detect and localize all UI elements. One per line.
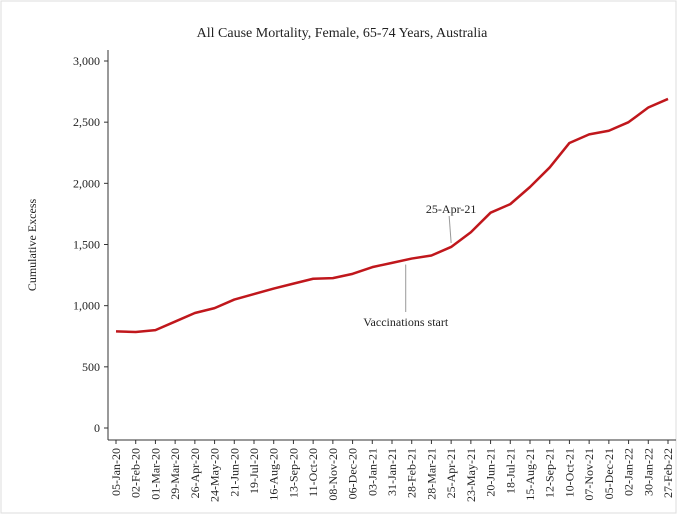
x-tick-label: 10-Oct-21 xyxy=(562,448,576,497)
x-tick-label: 30-Jan-22 xyxy=(641,448,655,496)
x-tick-label: 29-Mar-20 xyxy=(168,448,182,500)
x-tick-label: 15-Aug-21 xyxy=(523,448,537,501)
chart-title: All Cause Mortality, Female, 65-74 Years… xyxy=(197,26,489,41)
x-tick-label: 24-May-20 xyxy=(208,448,222,502)
y-tick-label: 1,500 xyxy=(73,238,100,252)
data-line xyxy=(115,97,669,334)
x-tick-label: 20-Jun-21 xyxy=(484,448,498,497)
annotation-line xyxy=(448,215,452,243)
y-axis-label: Cumulative Excess xyxy=(25,199,39,292)
x-tick-label: 02-Jan-22 xyxy=(622,448,636,496)
x-tick-label: 25-Apr-21 xyxy=(444,448,458,498)
annotation: 25-Apr-21 xyxy=(426,202,476,216)
y-tick-label: 0 xyxy=(94,421,100,435)
x-tick-label: 05-Jan-20 xyxy=(109,448,123,496)
x-tick-label: 05-Dec-21 xyxy=(602,448,616,499)
x-tick-label: 21-Jun-20 xyxy=(227,448,241,497)
x-tick-label: 08-Nov-20 xyxy=(326,448,340,501)
x-tick-label: 02-Feb-20 xyxy=(129,448,143,498)
y-tick-label: 3,000 xyxy=(73,54,100,68)
x-tick-label: 27-Feb-22 xyxy=(661,448,675,498)
y-tick-label: 500 xyxy=(82,360,100,374)
x-tick-label: 23-May-21 xyxy=(464,448,478,502)
x-tick-label: 12-Sep-21 xyxy=(543,448,557,498)
x-tick-label: 03-Jan-21 xyxy=(365,448,379,496)
annotation: Vaccinations start xyxy=(363,315,449,329)
x-tick-label: 16-Aug-20 xyxy=(267,448,281,501)
x-tick-label: 28-Feb-21 xyxy=(405,448,419,498)
x-tick-label: 13-Sep-20 xyxy=(286,448,300,498)
y-tick-label: 2,000 xyxy=(73,176,100,190)
x-tick-label: 06-Dec-20 xyxy=(346,448,360,499)
x-tick-label: 26-Apr-20 xyxy=(188,448,202,498)
x-tick-label: 28-Mar-21 xyxy=(424,448,438,500)
y-tick-label: 1,000 xyxy=(73,299,100,313)
x-tick-label: 07-Nov-21 xyxy=(582,448,596,501)
x-tick-label: 11-Oct-20 xyxy=(306,448,320,497)
x-tick-label: 01-Mar-20 xyxy=(148,448,162,500)
y-tick-label: 2,500 xyxy=(73,115,100,129)
x-tick-label: 18-Jul-21 xyxy=(503,448,517,494)
x-tick-label: 19-Jul-20 xyxy=(247,448,261,494)
x-tick-label: 31-Jan-21 xyxy=(385,448,399,496)
